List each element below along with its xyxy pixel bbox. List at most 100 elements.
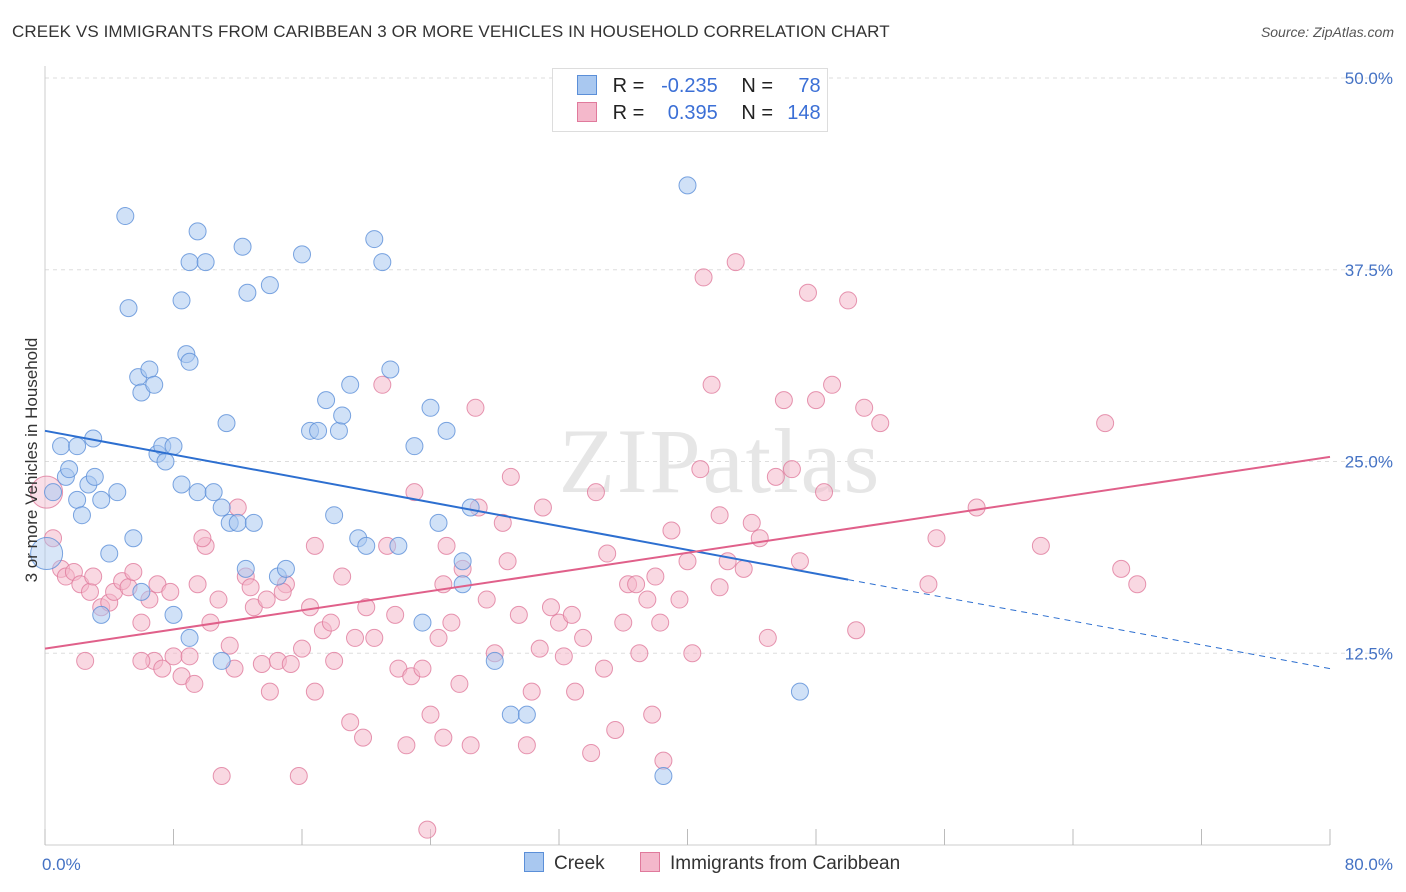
- creek-point: [119, 299, 138, 318]
- creek-point: [92, 490, 111, 509]
- caribbean-swatch: [577, 102, 597, 122]
- caribbean-point: [501, 467, 520, 486]
- y-tick-label: 25.0%: [1345, 453, 1393, 472]
- bottom-legend-caribbean-label: Immigrants from Caribbean: [670, 853, 901, 874]
- creek-point: [373, 253, 392, 272]
- creek-point: [172, 475, 191, 494]
- caribbean-point: [421, 705, 440, 724]
- caribbean-point: [153, 659, 172, 678]
- creek-point: [164, 605, 183, 624]
- caribbean-point: [566, 682, 585, 701]
- creek-point: [116, 207, 135, 226]
- legend-row-caribbean: R = 0.395 N = 148: [577, 102, 821, 128]
- creek-point: [381, 360, 400, 379]
- caribbean-point: [586, 483, 605, 502]
- caribbean-point: [1112, 559, 1131, 578]
- points-layer: [30, 176, 1147, 839]
- creek-point: [180, 253, 199, 272]
- caribbean-point: [188, 575, 207, 594]
- caribbean-point: [124, 562, 143, 581]
- creek-point: [293, 245, 311, 264]
- creek-point: [461, 498, 480, 517]
- caribbean-point: [509, 605, 528, 624]
- creek-swatch: [524, 852, 544, 872]
- caribbean-point: [281, 654, 300, 673]
- caribbean-point: [766, 467, 785, 486]
- caribbean-point: [643, 705, 662, 724]
- creek-point: [72, 506, 91, 525]
- creek-swatch: [577, 75, 597, 95]
- stats-legend: R = -0.235 N = 78 R = 0.395 N = 148: [552, 68, 828, 132]
- chart-title: CREEK VS IMMIGRANTS FROM CARIBBEAN 3 OR …: [12, 22, 890, 41]
- creek-point: [172, 291, 191, 310]
- caribbean-point: [321, 613, 340, 632]
- caribbean-point: [517, 736, 536, 755]
- caribbean-point: [919, 575, 938, 594]
- caribbean-point: [241, 578, 260, 597]
- creek-point: [678, 176, 697, 195]
- creek-point: [204, 483, 223, 502]
- caribbean-point: [758, 628, 777, 647]
- legend-r-label: R =: [612, 102, 645, 124]
- creek-point: [85, 467, 104, 486]
- caribbean-point: [662, 521, 681, 540]
- caribbean-point: [373, 375, 392, 394]
- chart-source: Source: ZipAtlas.com: [1260, 24, 1394, 40]
- caribbean-point: [683, 644, 702, 663]
- caribbean-point: [252, 654, 271, 673]
- creek-point: [357, 536, 376, 555]
- caribbean-point: [477, 590, 496, 609]
- creek-point: [501, 705, 520, 724]
- caribbean-point: [742, 513, 761, 532]
- caribbean-point: [405, 483, 424, 502]
- creek-point: [180, 352, 199, 371]
- legend-r-value: 0.395: [667, 102, 718, 124]
- creek-point: [100, 544, 119, 563]
- caribbean-point: [855, 398, 874, 417]
- creek-point: [30, 537, 64, 571]
- caribbean-point: [774, 391, 793, 410]
- creek-point: [212, 498, 231, 517]
- caribbean-point: [1031, 536, 1050, 555]
- caribbean-point: [442, 613, 461, 632]
- caribbean-point: [670, 590, 689, 609]
- creek-point: [341, 375, 360, 394]
- creek-point: [164, 437, 183, 456]
- caribbean-point: [325, 651, 344, 670]
- creek-point: [317, 391, 336, 410]
- legend-n-value: 148: [787, 102, 821, 124]
- caribbean-swatch: [640, 852, 660, 872]
- caribbean-point: [627, 575, 646, 594]
- creek-point: [453, 575, 472, 594]
- caribbean-point: [257, 590, 276, 609]
- caribbean-point: [790, 552, 809, 571]
- caribbean-point: [434, 728, 453, 747]
- caribbean-point: [694, 268, 713, 287]
- caribbean-point: [606, 720, 625, 739]
- caribbean-point: [726, 253, 745, 272]
- creek-point: [389, 536, 408, 555]
- caribbean-point: [212, 766, 231, 785]
- caribbean-point: [598, 544, 617, 563]
- caribbean-point: [386, 605, 405, 624]
- creek-point: [156, 452, 175, 471]
- caribbean-point: [293, 639, 311, 658]
- creek-point: [333, 406, 352, 425]
- caribbean-point: [413, 659, 432, 678]
- caribbean-point: [132, 613, 151, 632]
- creek-point: [790, 682, 809, 701]
- caribbean-point: [354, 728, 373, 747]
- creek-point: [180, 628, 199, 647]
- watermark: ZIPatlas: [559, 410, 882, 512]
- creek-point: [405, 437, 424, 456]
- creek-point: [108, 483, 127, 502]
- creek-point: [68, 437, 87, 456]
- caribbean-point: [80, 582, 99, 601]
- caribbean-point: [418, 820, 437, 839]
- creek-point: [429, 513, 448, 532]
- creek-point: [365, 230, 384, 249]
- creek-point: [325, 506, 344, 525]
- caribbean-point: [702, 375, 721, 394]
- creek-trend-extension: [848, 579, 1331, 670]
